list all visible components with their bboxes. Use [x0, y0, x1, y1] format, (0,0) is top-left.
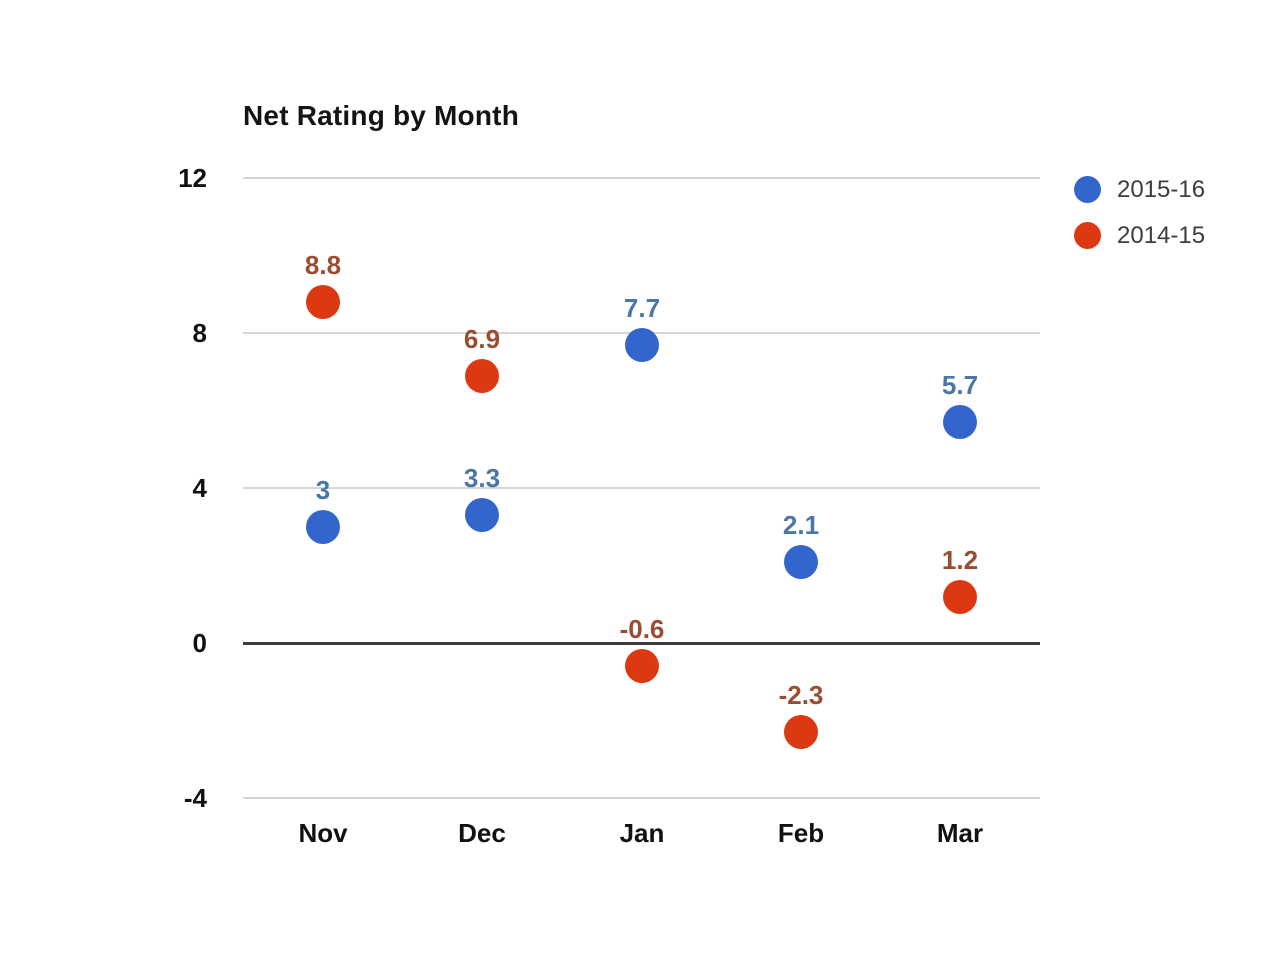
point-2015-16-mar	[943, 405, 977, 439]
point-2015-16-dec	[465, 498, 499, 532]
value-label-2014-15-nov: 8.8	[304, 250, 342, 280]
y-axis-tick-label-12: 12	[178, 163, 207, 193]
x-axis-tick-label-feb: Feb	[777, 818, 825, 848]
legend-item-2015-16: 2015-16	[1074, 176, 1205, 203]
value-label-2014-15-mar: 1.2	[941, 545, 979, 575]
point-2014-15-jan	[625, 649, 659, 683]
point-2014-15-mar	[943, 580, 977, 614]
x-axis-tick-label-jan: Jan	[619, 818, 665, 848]
legend-item-2014-15: 2014-15	[1074, 222, 1205, 249]
point-2014-15-nov	[306, 285, 340, 319]
value-label-2015-16-nov: 3	[315, 475, 331, 505]
legend-label-2015-16: 2015-16	[1117, 175, 1206, 203]
legend: 2015-16 2014-15	[1074, 176, 1205, 249]
x-axis-tick-label-dec: Dec	[458, 818, 506, 848]
legend-label-2014-15: 2014-15	[1117, 221, 1206, 249]
y-axis-tick-label-0: 0	[192, 628, 207, 658]
point-2015-16-feb	[784, 545, 818, 579]
x-axis-tick-label-mar: Mar	[936, 818, 984, 848]
y-axis-tick-label-4: 4	[192, 473, 207, 503]
chart-title: Net Rating by Month	[243, 100, 519, 131]
gridline-y-12	[243, 177, 1040, 179]
x-axis-tick-label-nov: Nov	[298, 818, 348, 848]
y-axis-tick-label-8: 8	[192, 318, 207, 348]
point-2015-16-nov	[306, 510, 340, 544]
value-label-2014-15-jan: -0.6	[619, 614, 665, 644]
gridline-y--4	[243, 797, 1040, 799]
value-label-2015-16-dec: 3.3	[463, 463, 501, 493]
gridline-y-4	[243, 487, 1040, 489]
gridline-y-0	[243, 642, 1040, 645]
point-2014-15-feb	[784, 715, 818, 749]
value-label-2014-15-feb: -2.3	[778, 680, 824, 710]
value-label-2014-15-dec: 6.9	[463, 324, 501, 354]
value-label-2015-16-jan: 7.7	[623, 293, 661, 323]
point-2014-15-dec	[465, 359, 499, 393]
legend-dot-2015-16	[1074, 176, 1101, 203]
legend-dot-2014-15	[1074, 222, 1101, 249]
point-2015-16-jan	[625, 328, 659, 362]
value-label-2015-16-feb: 2.1	[782, 510, 820, 540]
value-label-2015-16-mar: 5.7	[941, 370, 979, 400]
y-axis-tick-label--4: -4	[183, 783, 207, 813]
